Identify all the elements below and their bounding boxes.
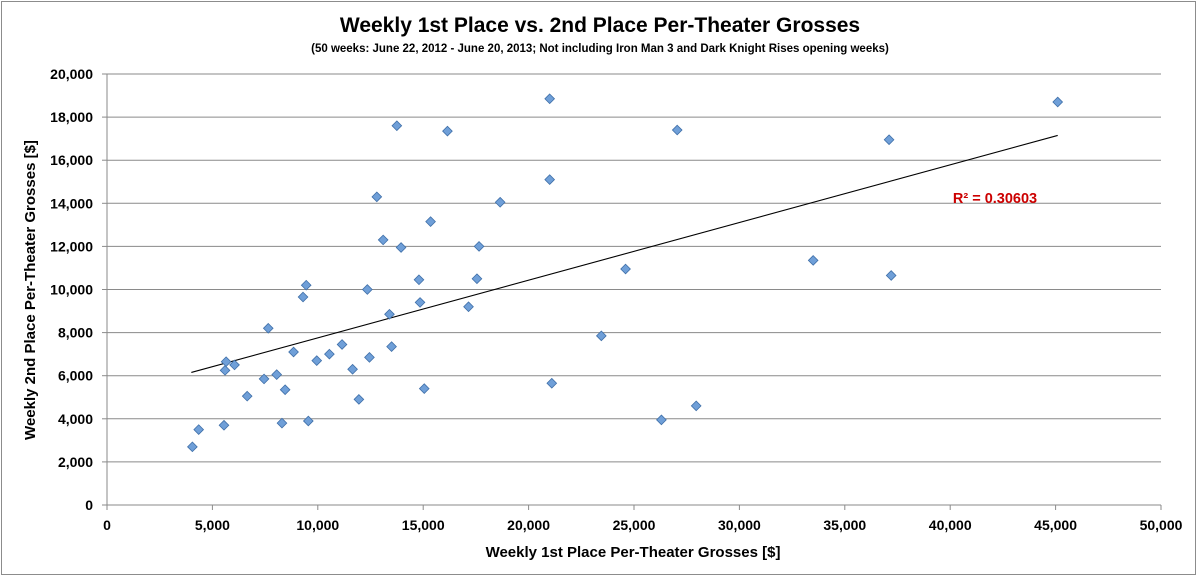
data-points: [187, 93, 1064, 453]
data-point: [386, 341, 397, 352]
data-point: [442, 125, 453, 137]
trendline-group: [191, 134, 1058, 373]
y-axis-label: Weekly 2nd Place Per-Theater Grosses [$]: [22, 140, 39, 440]
data-point: [546, 377, 558, 389]
data-point: [544, 93, 556, 105]
data-point: [241, 390, 253, 402]
x-tick-label: 20,000: [507, 517, 550, 533]
axes: [102, 73, 1162, 510]
data-point: [883, 134, 895, 146]
gridlines: [107, 73, 1161, 463]
x-tick-label: 30,000: [718, 517, 761, 533]
data-point: [302, 415, 314, 427]
data-point: [371, 191, 383, 203]
data-point: [336, 339, 348, 350]
y-tick-label: 8,000: [58, 325, 93, 341]
y-tick-label: 16,000: [50, 152, 93, 168]
data-point: [193, 424, 205, 435]
y-tick-label: 4,000: [58, 411, 93, 427]
data-point: [1052, 96, 1064, 108]
data-point: [595, 330, 607, 342]
data-point: [425, 216, 436, 227]
x-tick-label: 50,000: [1140, 517, 1183, 533]
data-point: [656, 414, 667, 426]
data-point: [271, 369, 283, 380]
data-point: [473, 241, 485, 252]
y-tick-label: 20,000: [50, 66, 93, 82]
data-point: [220, 356, 232, 368]
r-squared-annotation: R² = 0.30603: [953, 191, 1037, 207]
data-point: [347, 363, 358, 375]
trendline: [191, 134, 1058, 373]
x-tick-label: 15,000: [402, 517, 445, 533]
x-tick-label: 10,000: [296, 517, 339, 533]
data-point: [377, 234, 389, 246]
data-point: [353, 394, 365, 405]
data-point: [885, 270, 897, 281]
data-point: [300, 279, 312, 291]
y-tick-label: 14,000: [50, 195, 93, 211]
data-point: [395, 242, 407, 253]
data-point: [229, 359, 240, 371]
data-point: [413, 274, 425, 286]
data-point: [620, 263, 631, 275]
data-point: [391, 120, 403, 132]
data-point: [690, 400, 702, 412]
data-point: [219, 364, 231, 376]
x-tick-label: 45,000: [1034, 517, 1077, 533]
data-point: [311, 355, 323, 366]
y-tick-label: 6,000: [58, 368, 93, 384]
data-point: [288, 346, 299, 358]
data-point: [807, 255, 819, 266]
data-point: [279, 384, 291, 396]
x-axis-label: Weekly 1st Place Per-Theater Grosses [$]: [486, 544, 781, 561]
y-tick-label: 2,000: [58, 454, 93, 470]
chart-subtitle: (50 weeks: June 22, 2012 - June 20, 2013…: [311, 43, 889, 55]
data-point: [414, 297, 426, 308]
data-point: [463, 301, 474, 313]
x-tick-label: 0: [103, 517, 111, 533]
x-tick-label: 25,000: [613, 517, 656, 533]
y-tick-label: 0: [85, 497, 93, 513]
data-point: [187, 441, 198, 453]
chart-title: Weekly 1st Place vs. 2nd Place Per-Theat…: [340, 14, 860, 37]
data-point: [297, 291, 309, 303]
y-tick-label: 10,000: [50, 282, 93, 298]
data-point: [384, 308, 395, 320]
data-point: [671, 124, 683, 136]
data-point: [494, 196, 506, 208]
data-point: [218, 419, 230, 431]
x-tick-label: 40,000: [929, 517, 972, 533]
data-point: [364, 352, 375, 363]
data-point: [418, 383, 430, 394]
data-point: [324, 348, 335, 360]
y-tick-label: 18,000: [50, 109, 93, 125]
x-tick-label: 35,000: [823, 517, 866, 533]
data-point: [361, 284, 373, 295]
data-point: [544, 174, 556, 185]
x-tick-label: 5,000: [195, 517, 230, 533]
data-point: [276, 417, 288, 429]
tick-labels: 0 2,000 4,000 6,000 8,000 10,000 12,000 14,000 1…: [50, 66, 1182, 533]
data-point: [262, 322, 274, 334]
data-point: [471, 273, 483, 285]
y-tick-label: 12,000: [50, 238, 93, 254]
data-point: [258, 373, 270, 385]
